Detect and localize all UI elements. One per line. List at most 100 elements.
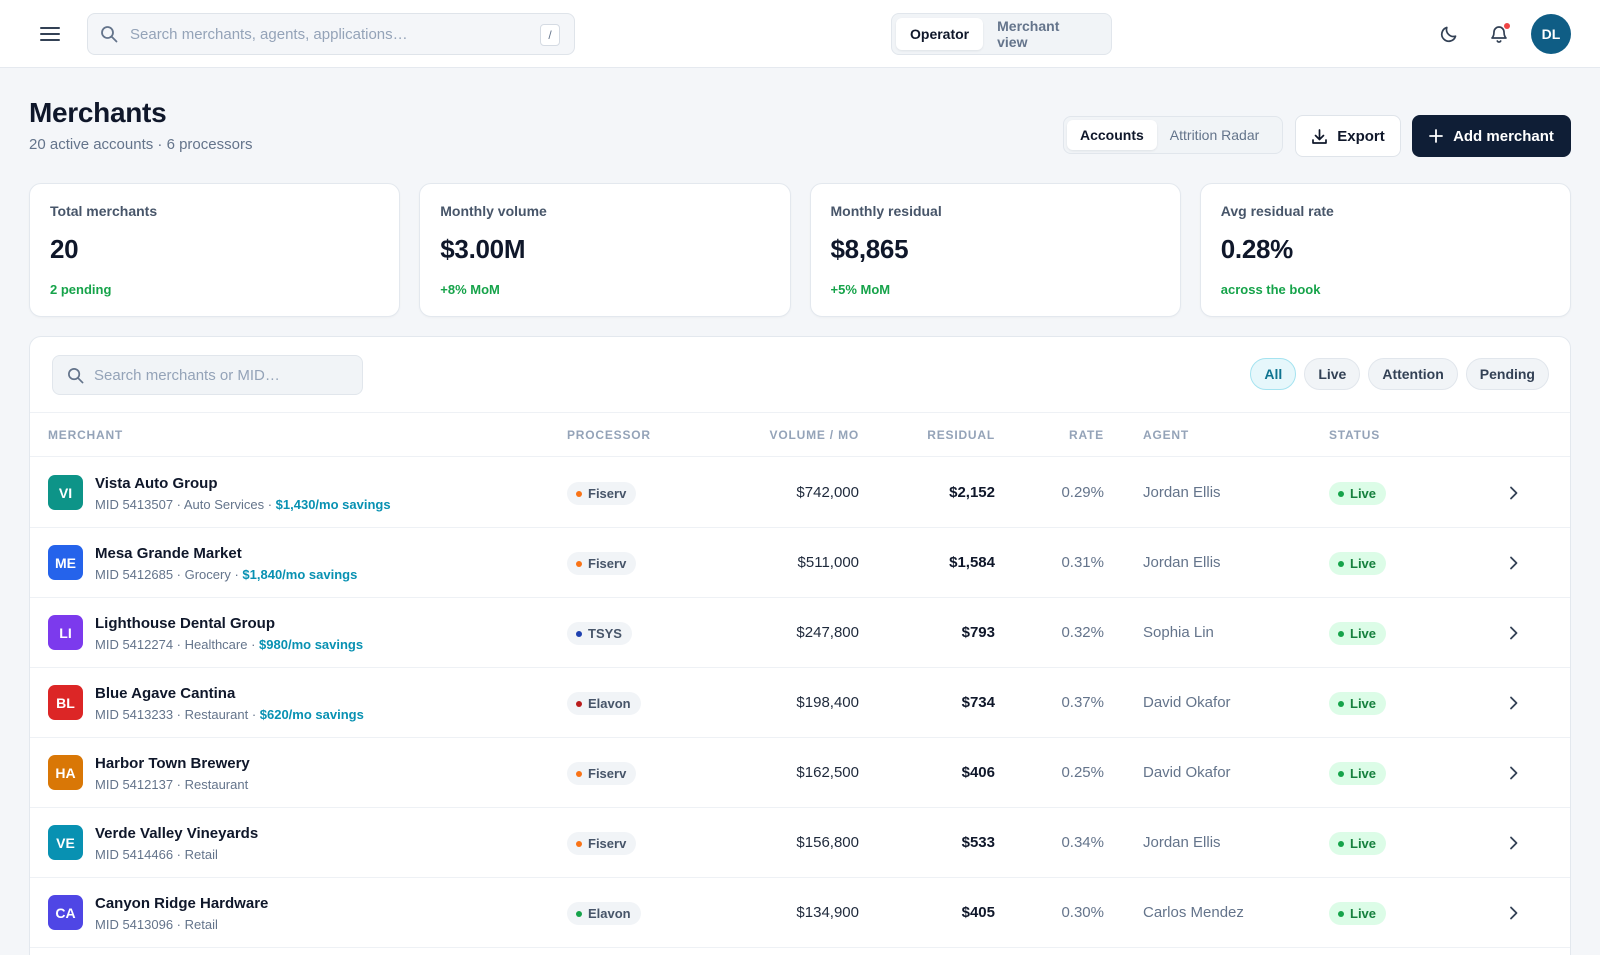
add-merchant-button[interactable]: Add merchant [1412,115,1571,157]
merchant-avatar: HA [48,755,83,790]
export-label: Export [1337,127,1385,145]
table-row[interactable]: ME Mesa Grande Market MID 5412685 · Grocer… [30,528,1570,598]
bell-icon[interactable] [1485,20,1513,48]
table-row[interactable]: VE Verde Valley Vineyards MID 5414466 · Re… [30,808,1570,878]
status-badge: Live [1329,482,1387,505]
cell-agent: Jordan Ellis [1143,484,1221,501]
chevron-right-icon[interactable] [1504,903,1524,923]
status-badge: Live [1329,552,1387,575]
status-dot [1338,910,1344,917]
merchant-mid-category: MID 5412685 · Grocery [95,567,231,582]
kpi-row: Total merchants 20 2 pending Monthly vol… [29,183,1571,317]
global-search-input[interactable] [130,25,530,43]
status-label: Live [1350,556,1377,571]
user-avatar[interactable]: DL [1531,14,1571,54]
filter-live[interactable]: Live [1304,358,1361,390]
merchant-mid-category: MID 5413233 · Restaurant [95,707,249,722]
cell-volume: $134,900 [796,904,859,921]
cell-volume: $156,800 [796,834,859,851]
cell-volume: $198,400 [796,694,859,711]
merchant-meta: MID 5414466 · Retail [95,847,218,862]
cell-residual: $2,152 [949,484,995,501]
cell-rate: 0.34% [1061,834,1104,851]
table-row[interactable]: VI Vista Auto Group MID 5413507 · Auto Ser… [30,458,1570,528]
merchant-name[interactable]: Vista Auto Group [95,475,218,492]
processor-label: Fiserv [588,486,627,501]
kpi-value: 20 [50,234,79,264]
savings-separator: · [248,707,260,722]
table-row[interactable]: HA Harbor Town Brewery MID 5412137 · Resta… [30,738,1570,808]
status-dot [1338,490,1344,497]
column-header-status[interactable]: STATUS [1329,428,1381,442]
column-header-rate[interactable]: RATE [1069,428,1104,442]
status-badge: Live [1329,762,1387,785]
global-search[interactable]: / [87,13,575,55]
merchant-name[interactable]: Blue Agave Cantina [95,685,236,702]
processor-label: Fiserv [588,766,627,781]
cell-agent: David Okafor [1143,694,1231,711]
merchant-name[interactable]: Lighthouse Dental Group [95,615,275,632]
merchant-avatar: BL [48,685,83,720]
cell-agent: Jordan Ellis [1143,554,1221,571]
tab-attrition-radar[interactable]: Attrition Radar [1169,127,1260,143]
merchant-savings: $1,430/mo savings [275,497,391,512]
cell-rate: 0.30% [1061,904,1104,921]
cell-agent: Sophia Lin [1143,624,1214,641]
cell-rate: 0.29% [1061,484,1104,501]
merchant-name[interactable]: Mesa Grande Market [95,545,242,562]
column-header-processor[interactable]: PROCESSOR [567,428,651,442]
view-operator[interactable]: Operator [896,18,984,50]
page-tabs: Accounts Attrition Radar [1063,116,1283,154]
chevron-right-icon[interactable] [1504,763,1524,783]
kpi-card-total-merchants: Total merchants 20 2 pending [29,183,401,317]
table-search[interactable] [52,355,363,395]
moon-icon[interactable] [1435,20,1463,48]
merchant-name[interactable]: Harbor Town Brewery [95,755,250,772]
kpi-value: 0.28% [1220,234,1294,264]
chevron-right-icon[interactable] [1504,483,1524,503]
chevron-right-icon[interactable] [1504,693,1524,713]
column-header-agent[interactable]: AGENT [1143,428,1189,442]
filter-attention[interactable]: Attention [1368,358,1458,390]
processor-dot [576,560,582,567]
table-row[interactable]: BL Blue Agave Cantina MID 5413233 · Restau… [30,668,1570,738]
table-row[interactable]: CA Canyon Ridge Hardware MID 5413096 · Ret… [30,878,1570,948]
column-header-merchant[interactable]: MERCHANT [48,428,124,442]
tab-accounts[interactable]: Accounts [1067,120,1157,150]
processor-dot [576,700,582,707]
view-toggle: Operator Merchant view [891,13,1112,55]
view-merchant[interactable]: Merchant view [997,18,1060,50]
table-row[interactable]: LI Lighthouse Dental Group MID 5412274 · H… [30,598,1570,668]
merchant-mid-category: MID 5413507 · Auto Services [95,497,265,512]
chevron-right-icon[interactable] [1504,833,1524,853]
merchant-meta: MID 5413507 · Auto Services · $1,430/mo … [95,497,391,512]
kpi-label: Total merchants [50,203,158,219]
filter-all[interactable]: All [1250,358,1297,390]
kpi-label: Monthly volume [440,203,547,219]
cell-volume: $162,500 [796,764,859,781]
top-bar: / Operator Merchant view DL [0,0,1600,68]
add-merchant-label: Add merchant [1453,127,1554,145]
table-search-input[interactable] [94,366,344,384]
chevron-right-icon[interactable] [1504,553,1524,573]
chevron-right-icon[interactable] [1504,623,1524,643]
menu-icon[interactable] [36,20,64,48]
merchant-name[interactable]: Verde Valley Vineyards [95,825,259,842]
column-header-volume[interactable]: VOLUME / MO [769,428,859,442]
merchant-name[interactable]: Canyon Ridge Hardware [95,895,269,912]
cell-residual: $533 [961,834,995,851]
cell-residual: $406 [961,764,995,781]
cell-agent: Carlos Mendez [1143,904,1244,921]
cell-residual: $734 [961,694,995,711]
merchant-avatar: LI [48,615,83,650]
search-icon [67,367,84,384]
merchants-table-card: All Live Attention Pending MERCHANT PROC… [29,336,1571,955]
column-header-residual[interactable]: RESIDUAL [927,428,995,442]
filter-pending[interactable]: Pending [1465,358,1549,390]
processor-badge: Elavon [567,902,641,925]
processor-dot [576,490,582,497]
merchant-avatar: VI [48,475,83,510]
cell-rate: 0.25% [1061,764,1104,781]
processor-badge: TSYS [567,622,632,645]
export-button[interactable]: Export [1295,115,1401,157]
